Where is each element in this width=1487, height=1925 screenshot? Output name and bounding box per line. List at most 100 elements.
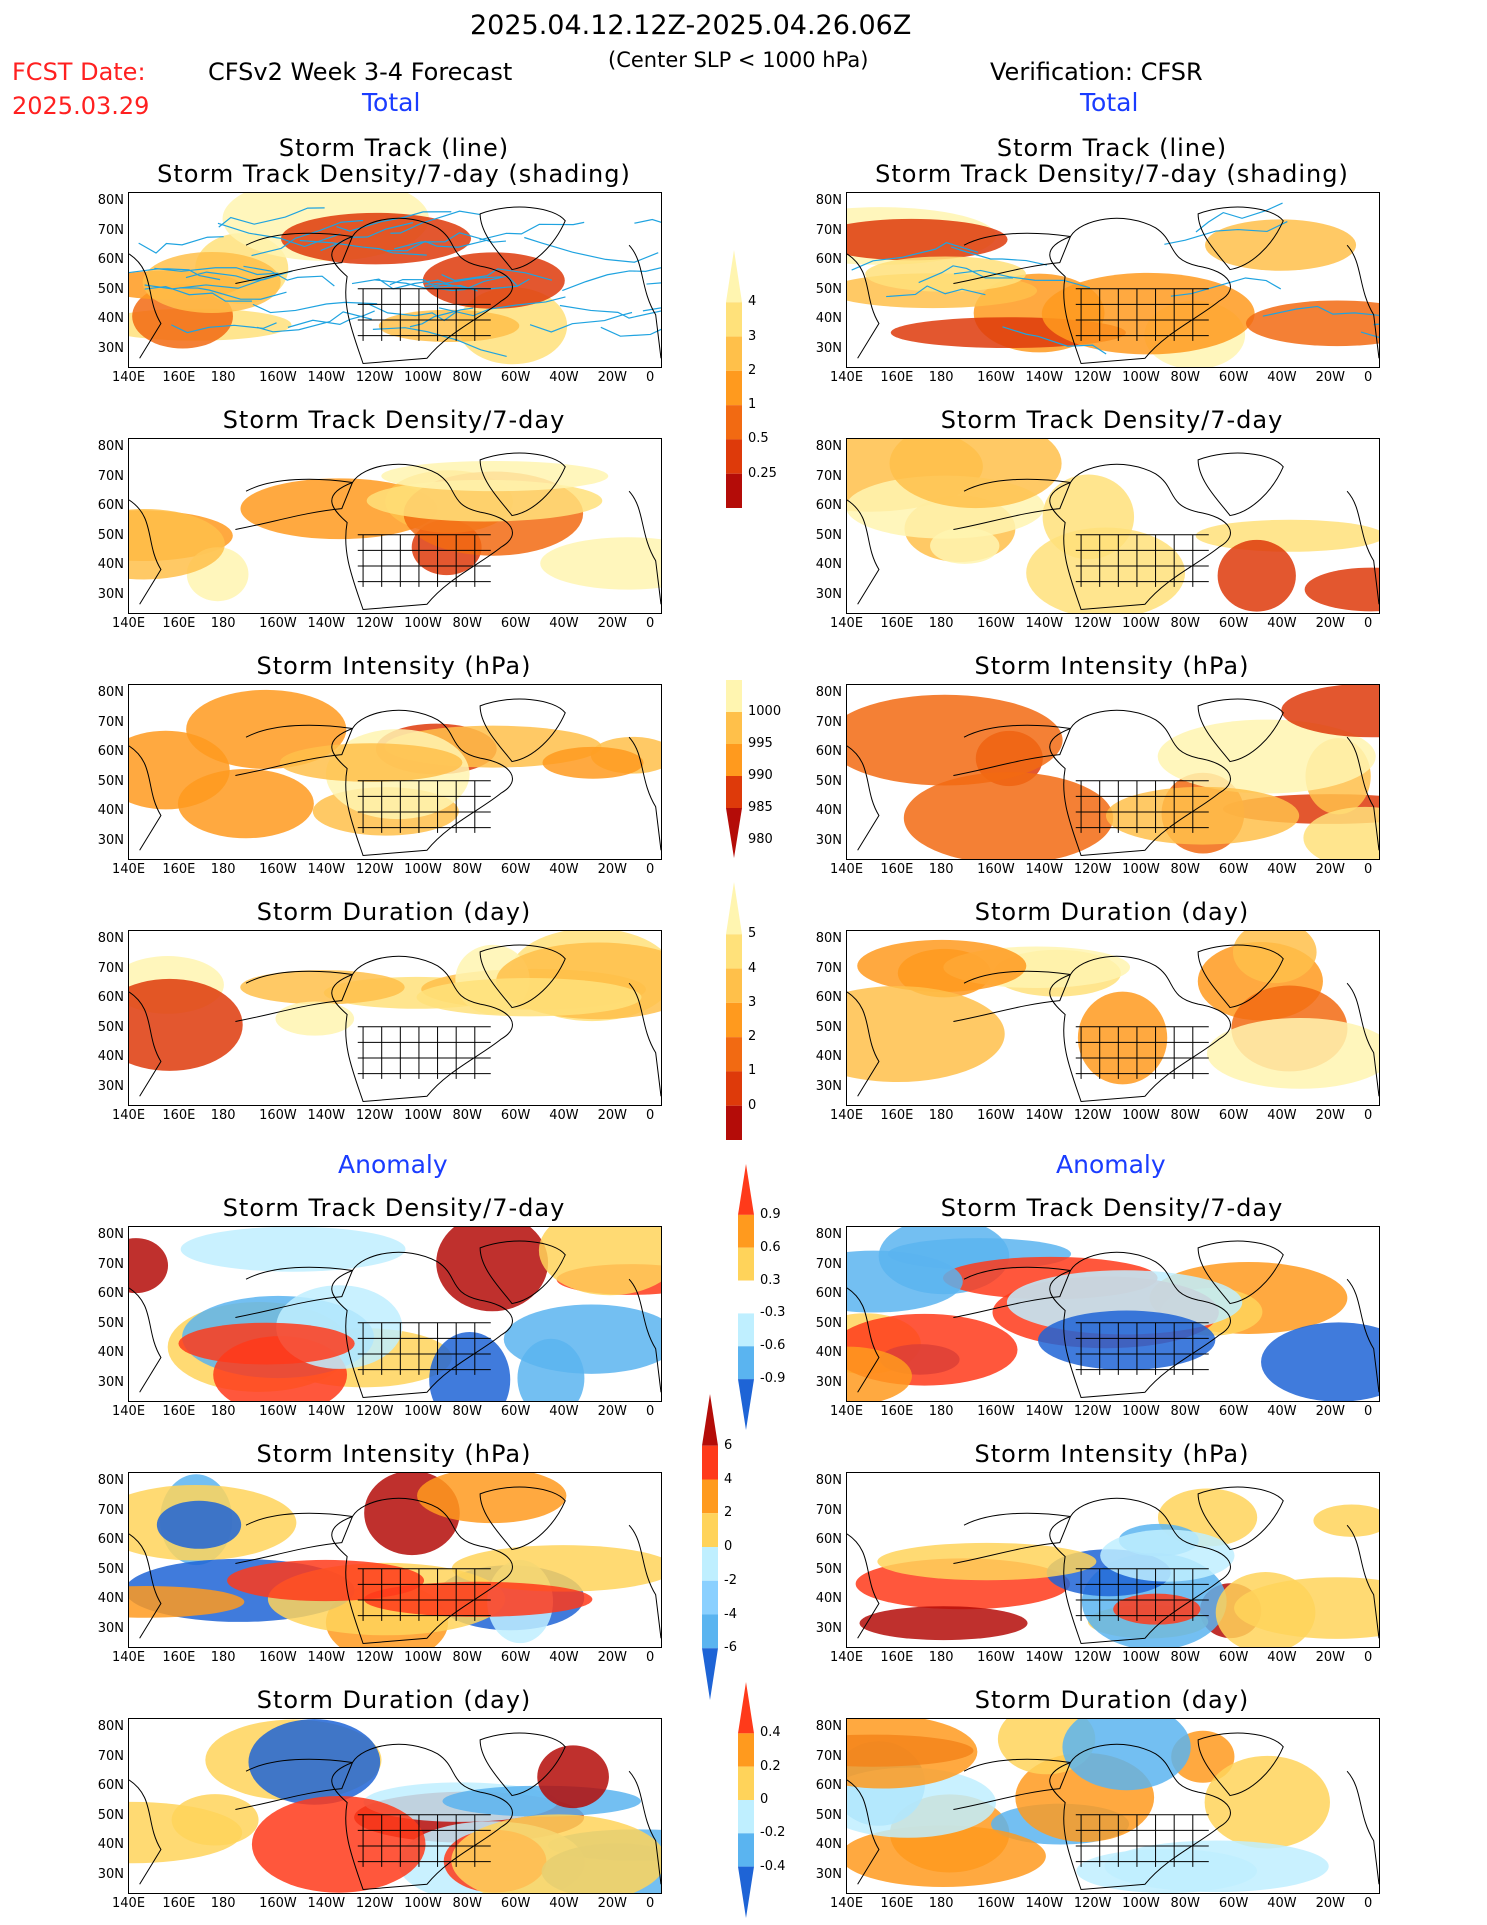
lon-tick-label: 60W	[500, 862, 531, 877]
colorbar-label-intensity-0: 1000	[748, 704, 782, 719]
shade-region-12	[1104, 1840, 1329, 1893]
lon-tick-label: 60W	[500, 370, 531, 385]
lon-tick-label: 160E	[162, 1896, 196, 1911]
colorbar-label-anom_intensity-5: -4	[724, 1606, 737, 1622]
shade-region-6	[1261, 1322, 1379, 1401]
storm-track-line-5	[524, 236, 659, 263]
section-anomaly-right: Anomaly	[1056, 1150, 1166, 1179]
map-svg-5-1	[847, 1486, 1379, 1647]
lon-tick-label: 100W	[1122, 1650, 1160, 1665]
coastline-3	[628, 1524, 661, 1639]
shade-region-1	[1304, 567, 1379, 612]
lat-tick-label: 40N	[815, 803, 842, 818]
lon-tick-label: 180	[210, 862, 236, 877]
lon-tick-label: 120W	[355, 1650, 394, 1665]
storm-track-line-39	[179, 287, 287, 300]
lat-tick-label: 40N	[815, 557, 842, 572]
lon-tick-label: 20W	[597, 862, 628, 877]
colorbar-label-anom_intensity-3: 0	[724, 1539, 733, 1554]
lon-tick-label: 120W	[355, 862, 394, 877]
lon-tick-label: 140E	[830, 616, 864, 631]
coastline-1	[235, 724, 354, 776]
shade-region-11	[227, 1559, 425, 1602]
lon-tick-label: 140W	[307, 1650, 346, 1665]
storm-track-line-25	[287, 310, 375, 328]
lat-tick-label: 40N	[97, 1837, 124, 1852]
lat-tick-label: 50N	[815, 1807, 842, 1823]
map-svg-0-0	[129, 193, 661, 365]
shade-region-10	[363, 1581, 593, 1617]
lat-tick-label: 30N	[97, 340, 124, 356]
colorbar-swatch-6	[726, 1105, 742, 1140]
lon-tick-label: 160E	[880, 1108, 914, 1123]
lon-tick-label: 140E	[830, 862, 864, 877]
colorbar-swatch-2	[726, 336, 742, 371]
map-panel-2-1	[846, 684, 1380, 860]
lon-tick-label: 160W	[259, 1108, 297, 1123]
coastline-1	[235, 1758, 354, 1810]
coastline-1	[953, 1758, 1072, 1810]
coastline-0	[331, 463, 513, 611]
lon-tick-label: 100W	[404, 1404, 442, 1419]
storm-track-line-7	[953, 269, 1091, 289]
shade-region-9	[847, 1250, 963, 1313]
storm-track-line-18	[600, 326, 661, 337]
lon-tick-label: 120W	[355, 616, 394, 631]
storm-track-line-6	[243, 265, 335, 287]
storm-track-line-10	[368, 303, 457, 322]
lon-tick-label: 140E	[112, 1650, 146, 1665]
shade-region-7	[857, 939, 1027, 992]
panel-title-3-1-0: Storm Duration (day)	[974, 898, 1250, 926]
shade-region-11	[1100, 1529, 1235, 1582]
colorbar-density	[726, 250, 742, 508]
colorbar-label-intensity-4: 980	[748, 832, 773, 847]
coastline-3	[628, 244, 661, 359]
coastline-3	[1346, 1524, 1379, 1639]
panel-title-6-0-0: Storm Duration (day)	[256, 1686, 532, 1714]
lon-tick-label: 0	[1364, 1404, 1373, 1419]
lon-tick-label: 120W	[1073, 1404, 1112, 1419]
lat-tick-label: 50N	[815, 1561, 842, 1577]
lon-tick-label: 160E	[162, 1108, 196, 1123]
lon-tick-label: 160W	[259, 1650, 297, 1665]
coastline-4	[129, 991, 162, 1097]
coastline-3	[628, 982, 661, 1097]
lat-tick-label: 50N	[815, 1315, 842, 1331]
map-svg-5-0	[129, 1473, 661, 1647]
lon-tick-label: 160E	[880, 862, 914, 877]
lon-tick-label: 120W	[355, 370, 394, 385]
coastline-2	[1197, 1486, 1284, 1551]
lon-tick-label: 140W	[307, 370, 346, 385]
coastline-4	[847, 991, 880, 1097]
coastline-4	[847, 1287, 880, 1393]
lon-tick-label: 180	[928, 1650, 954, 1665]
lon-tick-label: 140E	[830, 1404, 864, 1419]
coastline-2	[1197, 698, 1284, 763]
coastline-0	[1049, 709, 1231, 857]
lon-tick-label: 60W	[1218, 1650, 1249, 1665]
lon-tick-label: 160E	[162, 616, 196, 631]
lon-tick-label: 160E	[162, 1650, 196, 1665]
shade-region-13	[503, 1304, 661, 1374]
map-panel-3-0	[128, 930, 662, 1106]
coastline-2	[479, 944, 566, 1009]
coastline-0	[331, 1251, 513, 1399]
shade-region-9	[1281, 685, 1379, 738]
lon-tick-label: 140W	[1025, 370, 1064, 385]
colorbar-swatch-4	[726, 1037, 742, 1072]
lat-tick-label: 40N	[97, 1049, 124, 1064]
storm-track-line-5	[886, 285, 986, 298]
colorbar-label-density-2: 1	[748, 397, 757, 413]
lon-tick-label: 40W	[549, 616, 579, 631]
colorbar-swatch-0	[702, 1394, 718, 1446]
shade-region-5	[422, 252, 565, 309]
storm-track-line-2	[950, 246, 1048, 266]
lat-tick-label: 50N	[815, 527, 842, 543]
shade-region-9	[416, 978, 642, 1017]
shade-region-11	[537, 1745, 609, 1809]
coastline-2	[1197, 1732, 1284, 1797]
shade-region-13	[877, 1542, 1097, 1581]
lat-tick-label: 50N	[97, 773, 124, 789]
colorbar-label-intensity-2: 990	[748, 768, 773, 783]
shade-region-9	[248, 1719, 381, 1805]
